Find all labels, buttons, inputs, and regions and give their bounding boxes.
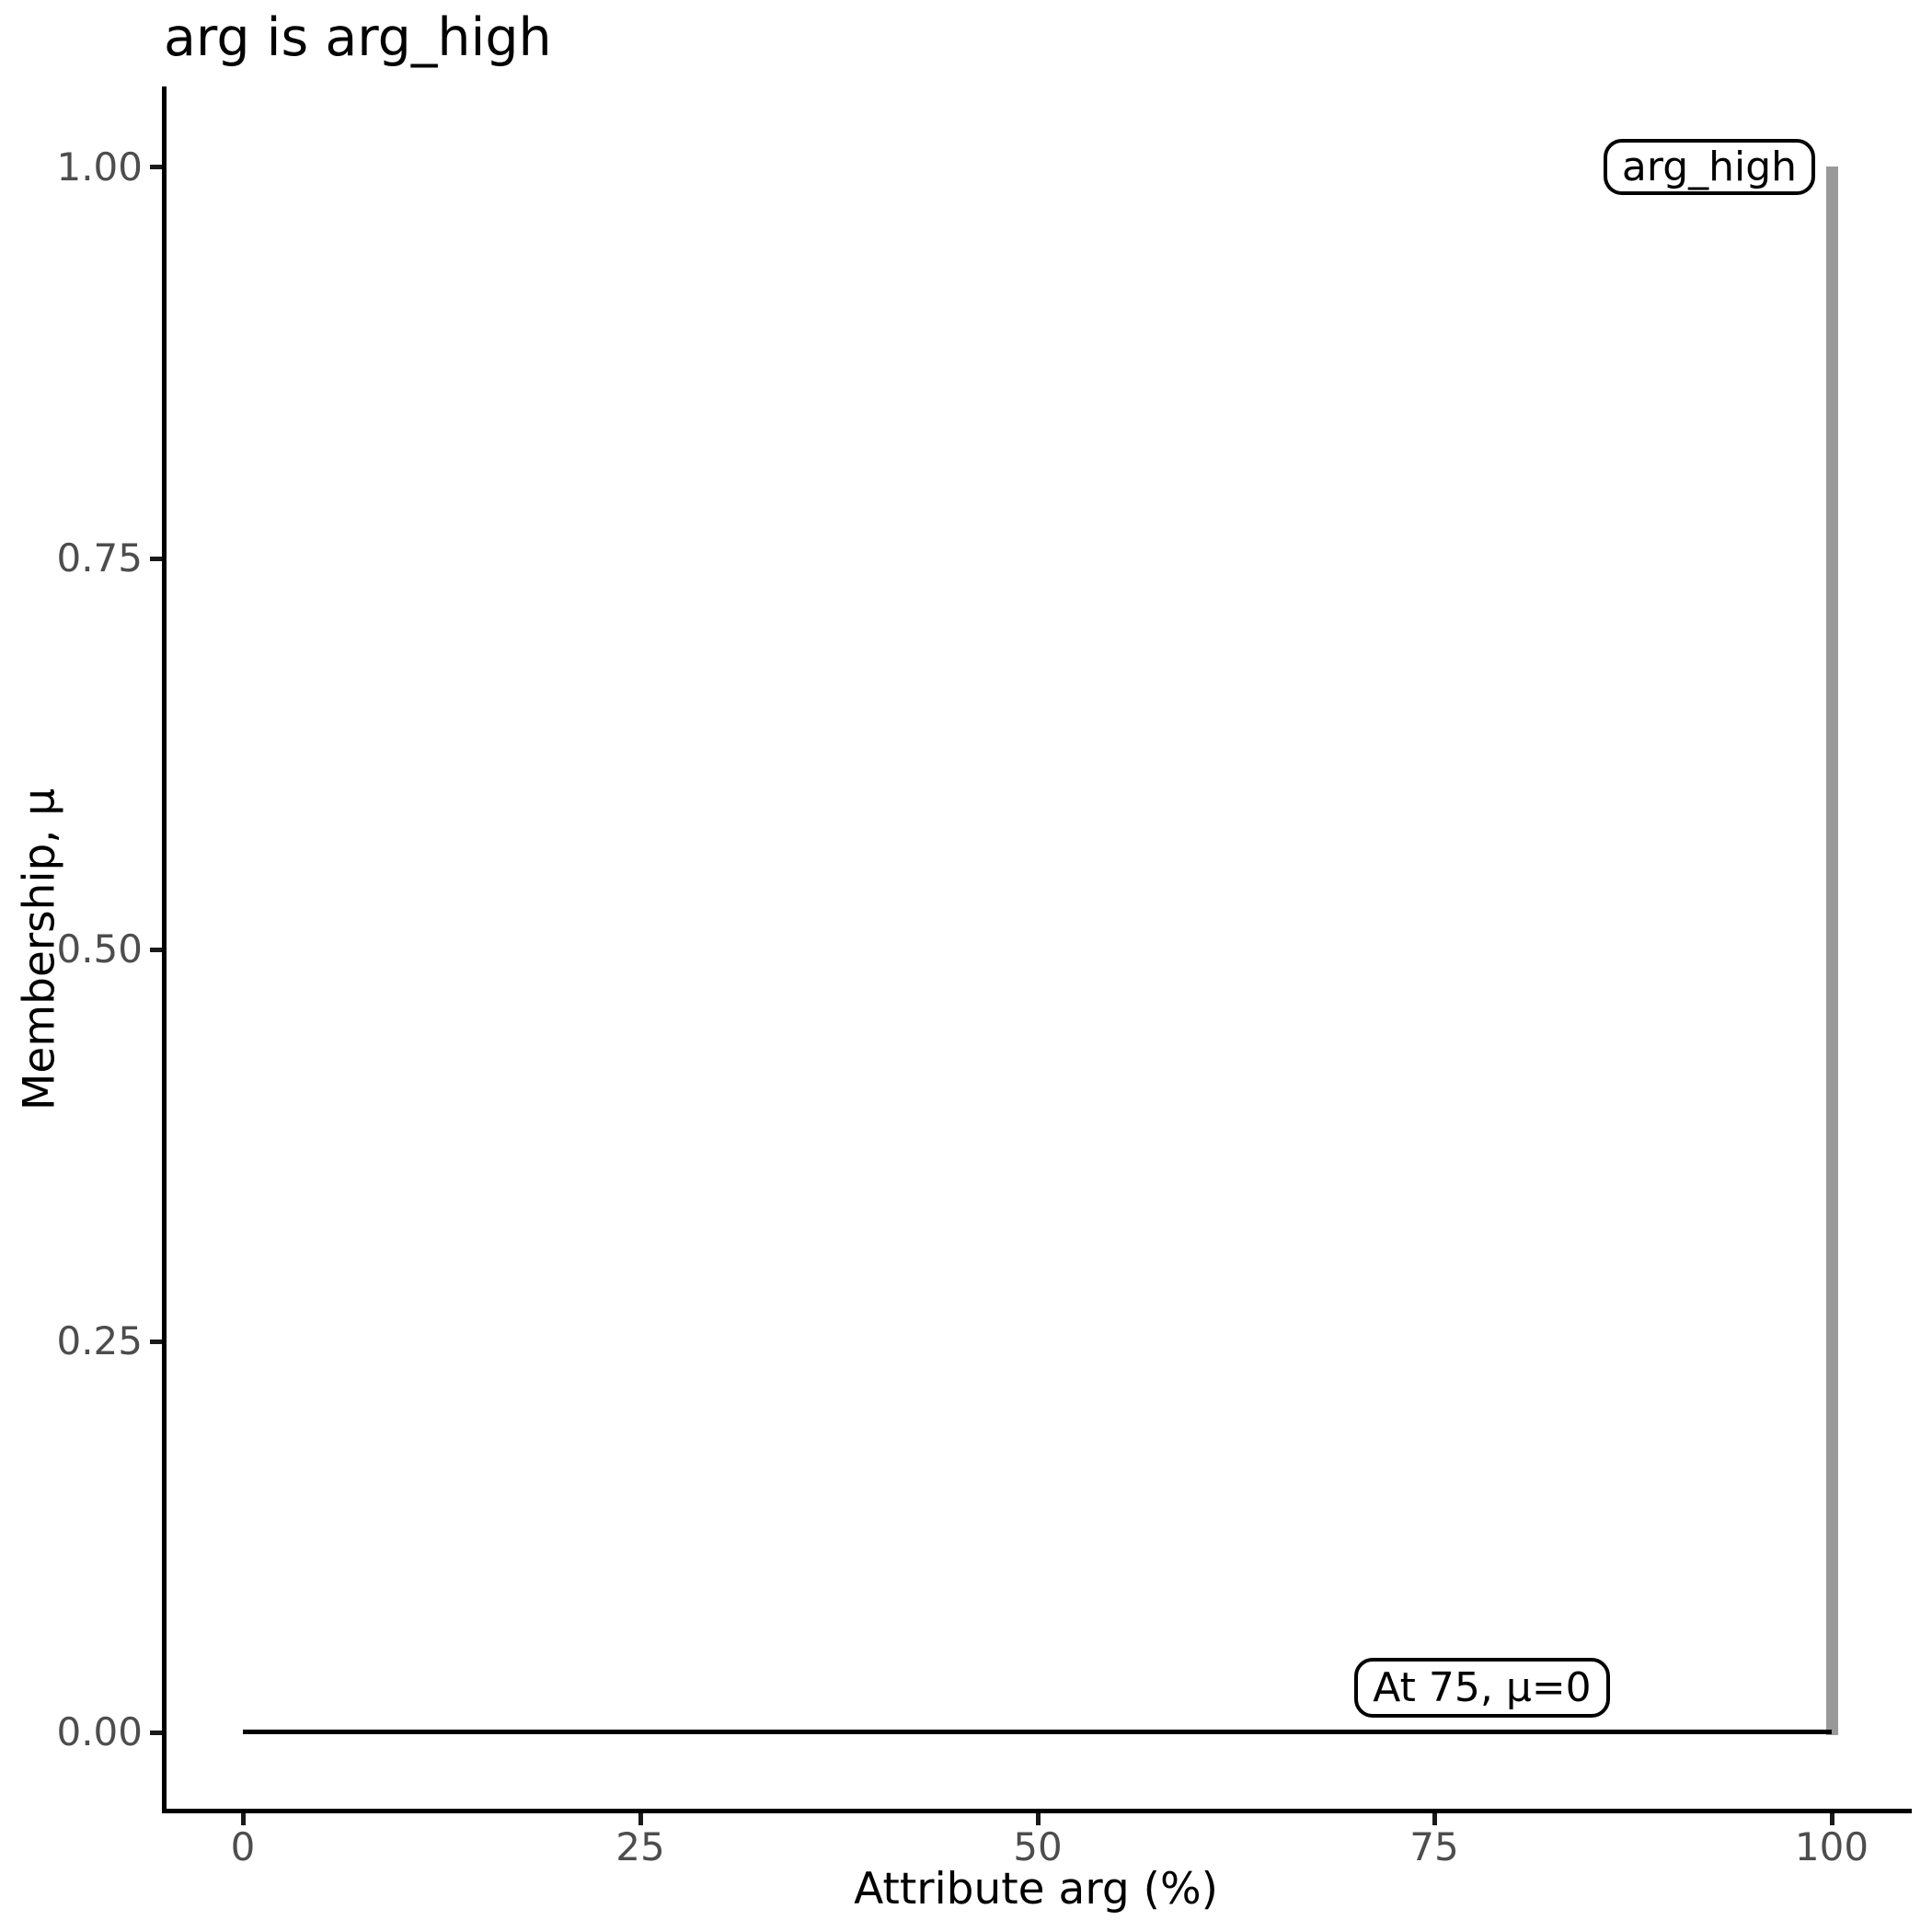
y-tick-075 bbox=[150, 557, 162, 561]
x-axis-title: Attribute arg (%) bbox=[854, 1864, 1218, 1915]
annotation-arg-high: arg_high bbox=[1604, 139, 1815, 195]
x-tick-75 bbox=[1432, 1813, 1437, 1825]
annotation-at-75: At 75, μ=0 bbox=[1354, 1658, 1610, 1718]
y-tick-label-025: 0.25 bbox=[56, 1318, 143, 1363]
x-tick-label-0: 0 bbox=[230, 1824, 256, 1869]
y-tick-label-100: 1.00 bbox=[56, 144, 143, 190]
annotation-at-75-label: At 75, μ=0 bbox=[1373, 1664, 1592, 1711]
x-tick-label-100: 100 bbox=[1794, 1824, 1869, 1869]
chart-title: arg is arg_high bbox=[164, 7, 552, 68]
y-tick-label-075: 0.75 bbox=[56, 535, 143, 581]
x-tick-label-25: 25 bbox=[615, 1824, 665, 1869]
y-tick-050 bbox=[150, 948, 162, 952]
annotation-arg-high-label: arg_high bbox=[1621, 144, 1798, 190]
y-tick-label-050: 0.50 bbox=[56, 926, 143, 972]
membership-function-line bbox=[243, 1730, 1832, 1734]
y-tick-label-000: 0.00 bbox=[56, 1709, 143, 1754]
x-tick-100 bbox=[1830, 1813, 1834, 1825]
y-axis-title: Membership, μ bbox=[14, 788, 65, 1111]
x-tick-25 bbox=[638, 1813, 643, 1825]
x-axis-line bbox=[162, 1809, 1912, 1813]
y-tick-000 bbox=[150, 1731, 162, 1735]
x-tick-label-75: 75 bbox=[1409, 1824, 1459, 1869]
y-axis-line bbox=[162, 86, 167, 1813]
y-tick-025 bbox=[150, 1340, 162, 1344]
x-tick-0 bbox=[241, 1813, 246, 1825]
arg-high-marker-line bbox=[1826, 167, 1838, 1735]
y-tick-100 bbox=[150, 165, 162, 169]
x-tick-label-50: 50 bbox=[1013, 1824, 1063, 1869]
x-tick-50 bbox=[1036, 1813, 1041, 1825]
